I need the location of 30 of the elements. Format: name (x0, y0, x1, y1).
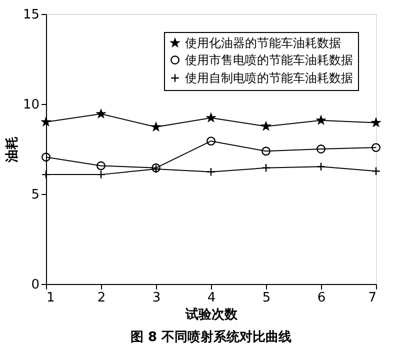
point (206, 113, 216, 122)
y-tick-label: 5 (31, 188, 40, 202)
legend-label: 使用市售电喷的节能车油耗数据 (185, 53, 353, 67)
point (316, 116, 326, 124)
point (152, 122, 160, 131)
text: 图 8 不同喷射系统对比曲线 (130, 329, 292, 345)
legend-label: 使用自制电喷的节能车油耗数据 (185, 71, 353, 85)
x-tick-label: 1 (46, 290, 55, 306)
x-tick-label: 2 (97, 290, 106, 306)
x-tick-label: 3 (152, 290, 161, 306)
x-tick-label: 6 (317, 290, 326, 306)
point (262, 122, 270, 130)
legend-label: 使用化油器的节能车油耗数据 (185, 36, 341, 50)
point (316, 144, 326, 154)
point (262, 146, 270, 156)
y-tick-label: 15 (22, 8, 40, 22)
point (96, 161, 106, 170)
point (372, 143, 380, 152)
x-tick-label: 4 (207, 290, 216, 306)
x-tick-label: 5 (262, 290, 271, 306)
point (372, 166, 380, 176)
x-axis-title: 试验次数 (184, 306, 238, 322)
point (372, 118, 380, 126)
point (96, 109, 106, 118)
y-axis-title: 油耗 (4, 136, 20, 164)
y-tick-label: 0 (31, 278, 40, 292)
point (42, 152, 50, 162)
x-tick-label: 7 (368, 290, 376, 306)
y-tick-label: 10 (22, 98, 40, 112)
point (206, 136, 216, 146)
